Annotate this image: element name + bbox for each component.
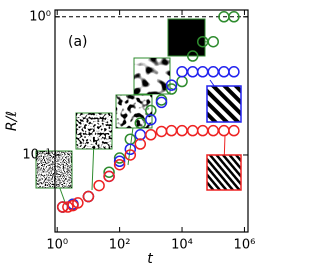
point [228, 124, 240, 137]
point [165, 124, 178, 137]
point [124, 143, 137, 155]
point [124, 149, 137, 161]
point [176, 75, 188, 88]
panel-label: (a) [68, 34, 88, 50]
point [228, 11, 240, 23]
point [124, 133, 137, 145]
y-tick-label: 10⁻¹ [22, 147, 51, 162]
x-tick-label: 10⁶ [234, 238, 256, 253]
point [72, 197, 84, 209]
point [228, 66, 240, 78]
point [62, 201, 74, 213]
point [113, 158, 126, 171]
inset-image [35, 150, 73, 189]
point [145, 113, 157, 126]
point [196, 124, 209, 137]
point [134, 138, 147, 150]
point [103, 166, 115, 178]
y-tick-label: 10⁰ [29, 9, 51, 24]
point [82, 190, 95, 203]
y-axis-label: R/ℓ [4, 111, 20, 131]
chart: (a) t R/ℓ 10⁰ 10² 10⁴ 10⁶ 10⁻¹ 10⁰ [4, 9, 256, 266]
plot-frame [54, 9, 249, 233]
point [186, 124, 199, 137]
point [93, 179, 105, 192]
point [134, 117, 147, 129]
point [155, 125, 168, 138]
point [186, 66, 199, 78]
point [103, 170, 115, 183]
point [207, 66, 219, 78]
point [113, 155, 126, 168]
point [145, 129, 157, 141]
inset-image [75, 112, 113, 150]
point [218, 124, 230, 137]
point [186, 50, 199, 62]
point [165, 83, 178, 95]
inset-image [133, 57, 171, 95]
point [207, 124, 219, 137]
point [176, 124, 188, 137]
insets [35, 18, 242, 206]
point [113, 152, 126, 164]
point [196, 66, 209, 78]
point [145, 104, 157, 117]
point [176, 66, 188, 78]
point [207, 35, 219, 48]
x-tick-label: 10⁰ [46, 238, 68, 253]
x-axis-label: t [147, 251, 153, 266]
inset-image [206, 85, 242, 123]
point [165, 79, 178, 91]
point [218, 66, 230, 78]
x-tick-label: 10⁴ [171, 238, 193, 253]
point [155, 96, 168, 109]
x-tick-label: 10² [109, 238, 131, 253]
inset-image [206, 154, 242, 191]
